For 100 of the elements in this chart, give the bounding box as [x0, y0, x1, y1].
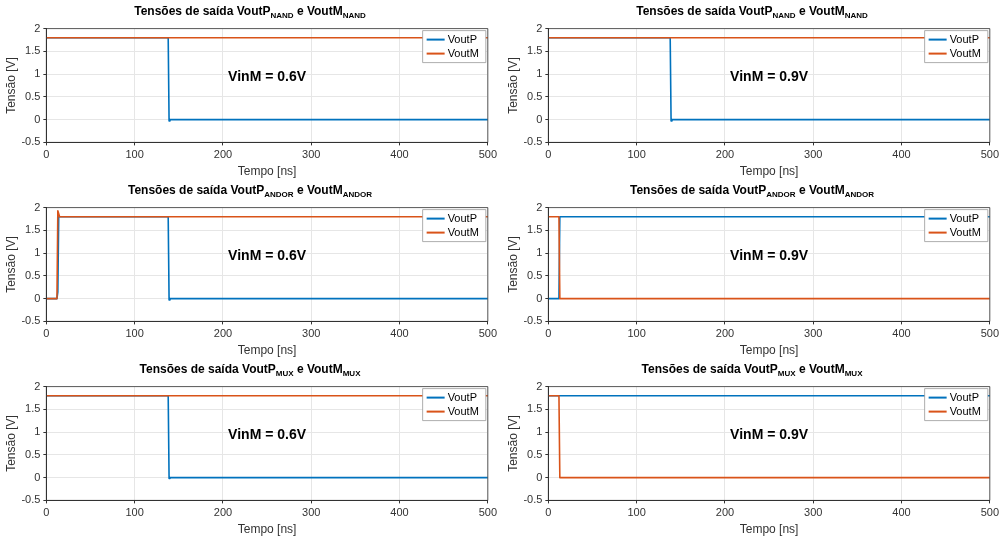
y-tick-label: 0 [34, 291, 41, 304]
y-tick-label: -0.5 [523, 135, 543, 148]
x-axis-title: Tempo [ns] [237, 164, 297, 179]
x-tick-label: 300 [302, 327, 321, 340]
x-axis-title: Tempo [ns] [237, 522, 297, 537]
legend-label: VoutP [949, 32, 979, 45]
x-tick-label: 0 [545, 148, 552, 161]
x-tick-label: 100 [125, 148, 144, 161]
x-tick-label: 300 [302, 506, 321, 519]
x-tick-label: 400 [390, 506, 409, 519]
annotation: VinM = 0.9V [730, 68, 809, 85]
y-tick-label: 2 [34, 21, 41, 34]
x-tick-label: 400 [390, 327, 409, 340]
x-tick-label: 0 [43, 148, 50, 161]
chart-title: Tensões de saída VoutP$_{NAND}$ e VoutM$_{NAND}$ [133, 3, 367, 21]
legend-label: VoutM [949, 404, 981, 417]
y-tick-label: 1 [34, 67, 41, 80]
y-tick-label: 2 [536, 21, 543, 34]
annotation: VinM = 0.9V [730, 426, 809, 443]
chart-title: Tensões de saída VoutP$_{MUX}$ e VoutM$_{MUX}$ [640, 361, 864, 379]
y-tick-label: 0.5 [25, 89, 41, 102]
y-tick-label: 0.5 [25, 447, 41, 460]
x-tick-label: 100 [125, 327, 144, 340]
y-tick-label: 1.5 [527, 402, 543, 415]
y-tick-label: 0 [34, 470, 41, 483]
y-tick-label: 1.5 [25, 44, 41, 57]
x-tick-label: 500 [478, 327, 497, 340]
legend-label: VoutP [949, 390, 979, 403]
x-axis-title: Tempo [ns] [739, 522, 799, 537]
y-tick-label: -0.5 [523, 314, 543, 327]
annotation: VinM = 0.6V [228, 426, 307, 443]
y-tick-label: 1 [536, 246, 543, 259]
x-tick-label: 200 [715, 148, 735, 161]
y-tick-label: 1 [34, 425, 41, 438]
x-tick-label: 400 [892, 327, 911, 340]
y-tick-label: 0 [34, 112, 41, 125]
x-tick-label: 100 [627, 506, 646, 519]
y-tick-label: 1.5 [527, 44, 543, 57]
y-tick-label: -0.5 [21, 135, 41, 148]
legend-label: VoutM [949, 225, 981, 238]
x-tick-label: 500 [980, 148, 999, 161]
x-tick-label: 0 [545, 506, 552, 519]
legend-label: VoutP [447, 32, 477, 45]
y-tick-label: -0.5 [21, 314, 41, 327]
y-tick-label: 0.5 [527, 89, 543, 102]
y-tick-label: 1 [536, 67, 543, 80]
legend-label: VoutM [949, 46, 981, 59]
legend-label: VoutP [949, 211, 979, 224]
x-tick-label: 400 [892, 506, 911, 519]
y-tick-label: 1.5 [527, 223, 543, 236]
annotation: VinM = 0.9V [730, 247, 809, 264]
legend-label: VoutP [447, 390, 477, 403]
x-tick-label: 300 [302, 148, 321, 161]
legend-label: VoutM [447, 46, 479, 59]
legend-label: VoutM [447, 225, 479, 238]
y-tick-label: 0 [536, 470, 543, 483]
x-tick-label: 0 [43, 327, 50, 340]
x-tick-label: 0 [43, 506, 50, 519]
x-tick-label: 300 [804, 327, 823, 340]
x-tick-label: 500 [980, 327, 999, 340]
x-axis-title: Tempo [ns] [739, 343, 799, 358]
x-tick-label: 300 [804, 506, 823, 519]
y-tick-label: 2 [34, 200, 41, 213]
x-tick-label: 500 [478, 506, 497, 519]
chart-title: Tensões de saída VoutP$_{NAND}$ e VoutM$_{NAND}$ [635, 3, 869, 21]
y-axis-title: Tensão [V] [505, 415, 520, 472]
x-tick-label: 200 [715, 327, 735, 340]
y-tick-label: 0.5 [527, 447, 543, 460]
y-tick-label: -0.5 [21, 493, 41, 506]
x-tick-label: 500 [478, 148, 497, 161]
x-tick-label: 500 [980, 506, 999, 519]
y-tick-label: 0 [536, 291, 543, 304]
x-axis-title: Tempo [ns] [739, 164, 799, 179]
y-tick-label: -0.5 [523, 493, 543, 506]
y-axis-title: Tensão [V] [505, 57, 520, 114]
x-tick-label: 100 [627, 327, 646, 340]
x-tick-label: 400 [390, 148, 409, 161]
x-tick-label: 100 [627, 148, 646, 161]
chart-title: Tensões de saída VoutP$_{MUX}$ e VoutM$_{MUX}$ [138, 361, 362, 379]
legend-label: VoutM [447, 404, 479, 417]
y-tick-label: 0 [536, 112, 543, 125]
y-axis-title: Tensão [V] [3, 415, 18, 472]
y-tick-label: 2 [536, 200, 543, 213]
x-tick-label: 200 [213, 327, 233, 340]
x-tick-label: 200 [213, 506, 233, 519]
y-axis-title: Tensão [V] [3, 57, 18, 114]
y-tick-label: 1 [536, 425, 543, 438]
x-tick-label: 200 [715, 506, 735, 519]
x-tick-label: 200 [213, 148, 233, 161]
y-tick-label: 1.5 [25, 223, 41, 236]
y-tick-label: 1 [34, 246, 41, 259]
annotation: VinM = 0.6V [228, 68, 307, 85]
y-tick-label: 2 [34, 379, 41, 392]
x-tick-label: 100 [125, 506, 144, 519]
y-tick-label: 0.5 [527, 268, 543, 281]
y-tick-label: 0.5 [25, 268, 41, 281]
y-axis-title: Tensão [V] [505, 236, 520, 293]
x-axis-title: Tempo [ns] [237, 343, 297, 358]
annotation: VinM = 0.6V [228, 247, 307, 264]
legend-label: VoutP [447, 211, 477, 224]
